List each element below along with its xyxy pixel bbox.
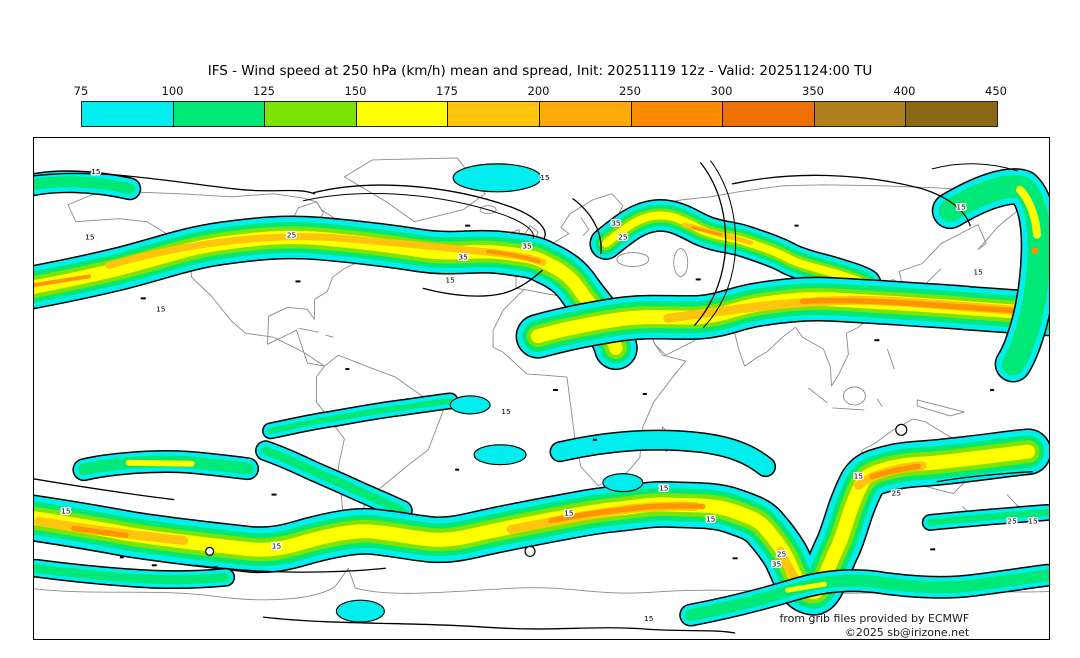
colorbar-segment bbox=[265, 102, 357, 126]
colorbar-tick-label: 100 bbox=[161, 84, 184, 98]
spread-contour-label: 15 bbox=[85, 233, 95, 242]
wind-speed-map: 1515151525353525153515151515151515152535… bbox=[34, 157, 1049, 639]
colorbar-tick-label: 350 bbox=[802, 84, 824, 98]
band-asia-jet bbox=[538, 299, 1049, 336]
spread-contour-label: 15 bbox=[540, 173, 550, 182]
band-southernocean-east bbox=[691, 575, 1047, 615]
band-blob-equator-2 bbox=[602, 473, 644, 493]
band-arctic-west bbox=[34, 182, 130, 189]
spread-contour-label: 25 bbox=[618, 233, 628, 242]
spread-contour-label: 25 bbox=[1007, 516, 1017, 525]
colorbar-tick-label: 300 bbox=[710, 84, 733, 98]
colorbar-segment bbox=[723, 102, 815, 126]
spread-contour-label: 15 bbox=[91, 167, 101, 176]
world-map-panel: 15 15 15 15 25 35 35 25 15 35 15 15 15 15 15 15 15 15 25 35… bbox=[33, 137, 1050, 640]
colorbar-tick-label: 450 bbox=[985, 84, 1007, 98]
spread-contour-label: 25 bbox=[892, 489, 902, 498]
colorbar-segment bbox=[173, 102, 266, 126]
colorbar-tick-label: 175 bbox=[436, 84, 458, 98]
band-blob-equator-1 bbox=[473, 444, 527, 466]
colorbar-tick-label: 75 bbox=[73, 84, 89, 98]
colorbar-segment bbox=[814, 102, 907, 126]
colorbar-tick-label: 200 bbox=[527, 84, 550, 98]
attribution-source: from grib files provided by ECMWF bbox=[780, 612, 970, 625]
band-southpacific-upper bbox=[271, 401, 451, 431]
band-greenland-blob bbox=[452, 163, 542, 193]
attribution-copyright: ©2025 sb@irizone.net bbox=[845, 626, 970, 639]
spread-contour-label: 15 bbox=[659, 484, 669, 493]
spread-contour-label: 35 bbox=[772, 559, 782, 568]
spread-contour-label: 35 bbox=[522, 242, 532, 251]
spread-contour-label: 15 bbox=[644, 614, 654, 623]
spread-contour-label: 25 bbox=[287, 231, 297, 240]
colorbar-segment bbox=[631, 102, 724, 126]
spread-contour-label: 25 bbox=[777, 549, 787, 558]
spread-contour-label: 15 bbox=[564, 509, 574, 518]
colorbar-tick-label: 250 bbox=[619, 84, 641, 98]
band-southernocean-west bbox=[36, 568, 226, 579]
map-specks bbox=[119, 224, 995, 569]
colorbar-tick-label: 150 bbox=[344, 84, 367, 98]
colorbar-segment bbox=[356, 102, 449, 126]
spread-contour-label: 35 bbox=[611, 219, 621, 228]
band-southpacific bbox=[84, 462, 248, 470]
band-blob-southernocean bbox=[335, 599, 385, 623]
spread-contour-label: 15 bbox=[272, 541, 282, 550]
spread-contour-label: 15 bbox=[501, 407, 511, 416]
band-blob-atlantic-south bbox=[449, 395, 491, 415]
spread-contour-label: 15 bbox=[706, 514, 716, 523]
spread-contour-label: 15 bbox=[973, 267, 983, 276]
colorbar bbox=[81, 101, 998, 127]
colorbar-tick-label: 125 bbox=[253, 84, 275, 98]
wind-speed-shading bbox=[34, 163, 1049, 623]
band-indianocean-fringe bbox=[560, 440, 766, 466]
spread-contour-label: 15 bbox=[854, 472, 864, 481]
colorbar-tick-labels: 75 100 125 150 175 200 250 300 350 400 450 bbox=[0, 84, 1080, 98]
colorbar-segment bbox=[906, 102, 997, 126]
spread-contour-label: 35 bbox=[458, 253, 468, 262]
spread-contour-label: 15 bbox=[445, 275, 455, 284]
colorbar-segment bbox=[448, 102, 540, 126]
spread-contour-label: 15 bbox=[1028, 516, 1038, 525]
colorbar-tick-label: 400 bbox=[893, 84, 916, 98]
colorbar-segment bbox=[82, 102, 174, 126]
colorbar-segment bbox=[539, 102, 632, 126]
spread-contour-label: 15 bbox=[61, 507, 71, 516]
spread-contour-label: 15 bbox=[156, 304, 166, 313]
chart-title: IFS - Wind speed at 250 hPa (km/h) mean … bbox=[207, 63, 873, 79]
band-southamerica-sub bbox=[266, 451, 403, 511]
spread-contour-label: 15 bbox=[956, 203, 966, 212]
band-dateline-north bbox=[950, 187, 1039, 365]
contour-labels: 1515151525353525153515151515151515152535… bbox=[60, 165, 1040, 624]
